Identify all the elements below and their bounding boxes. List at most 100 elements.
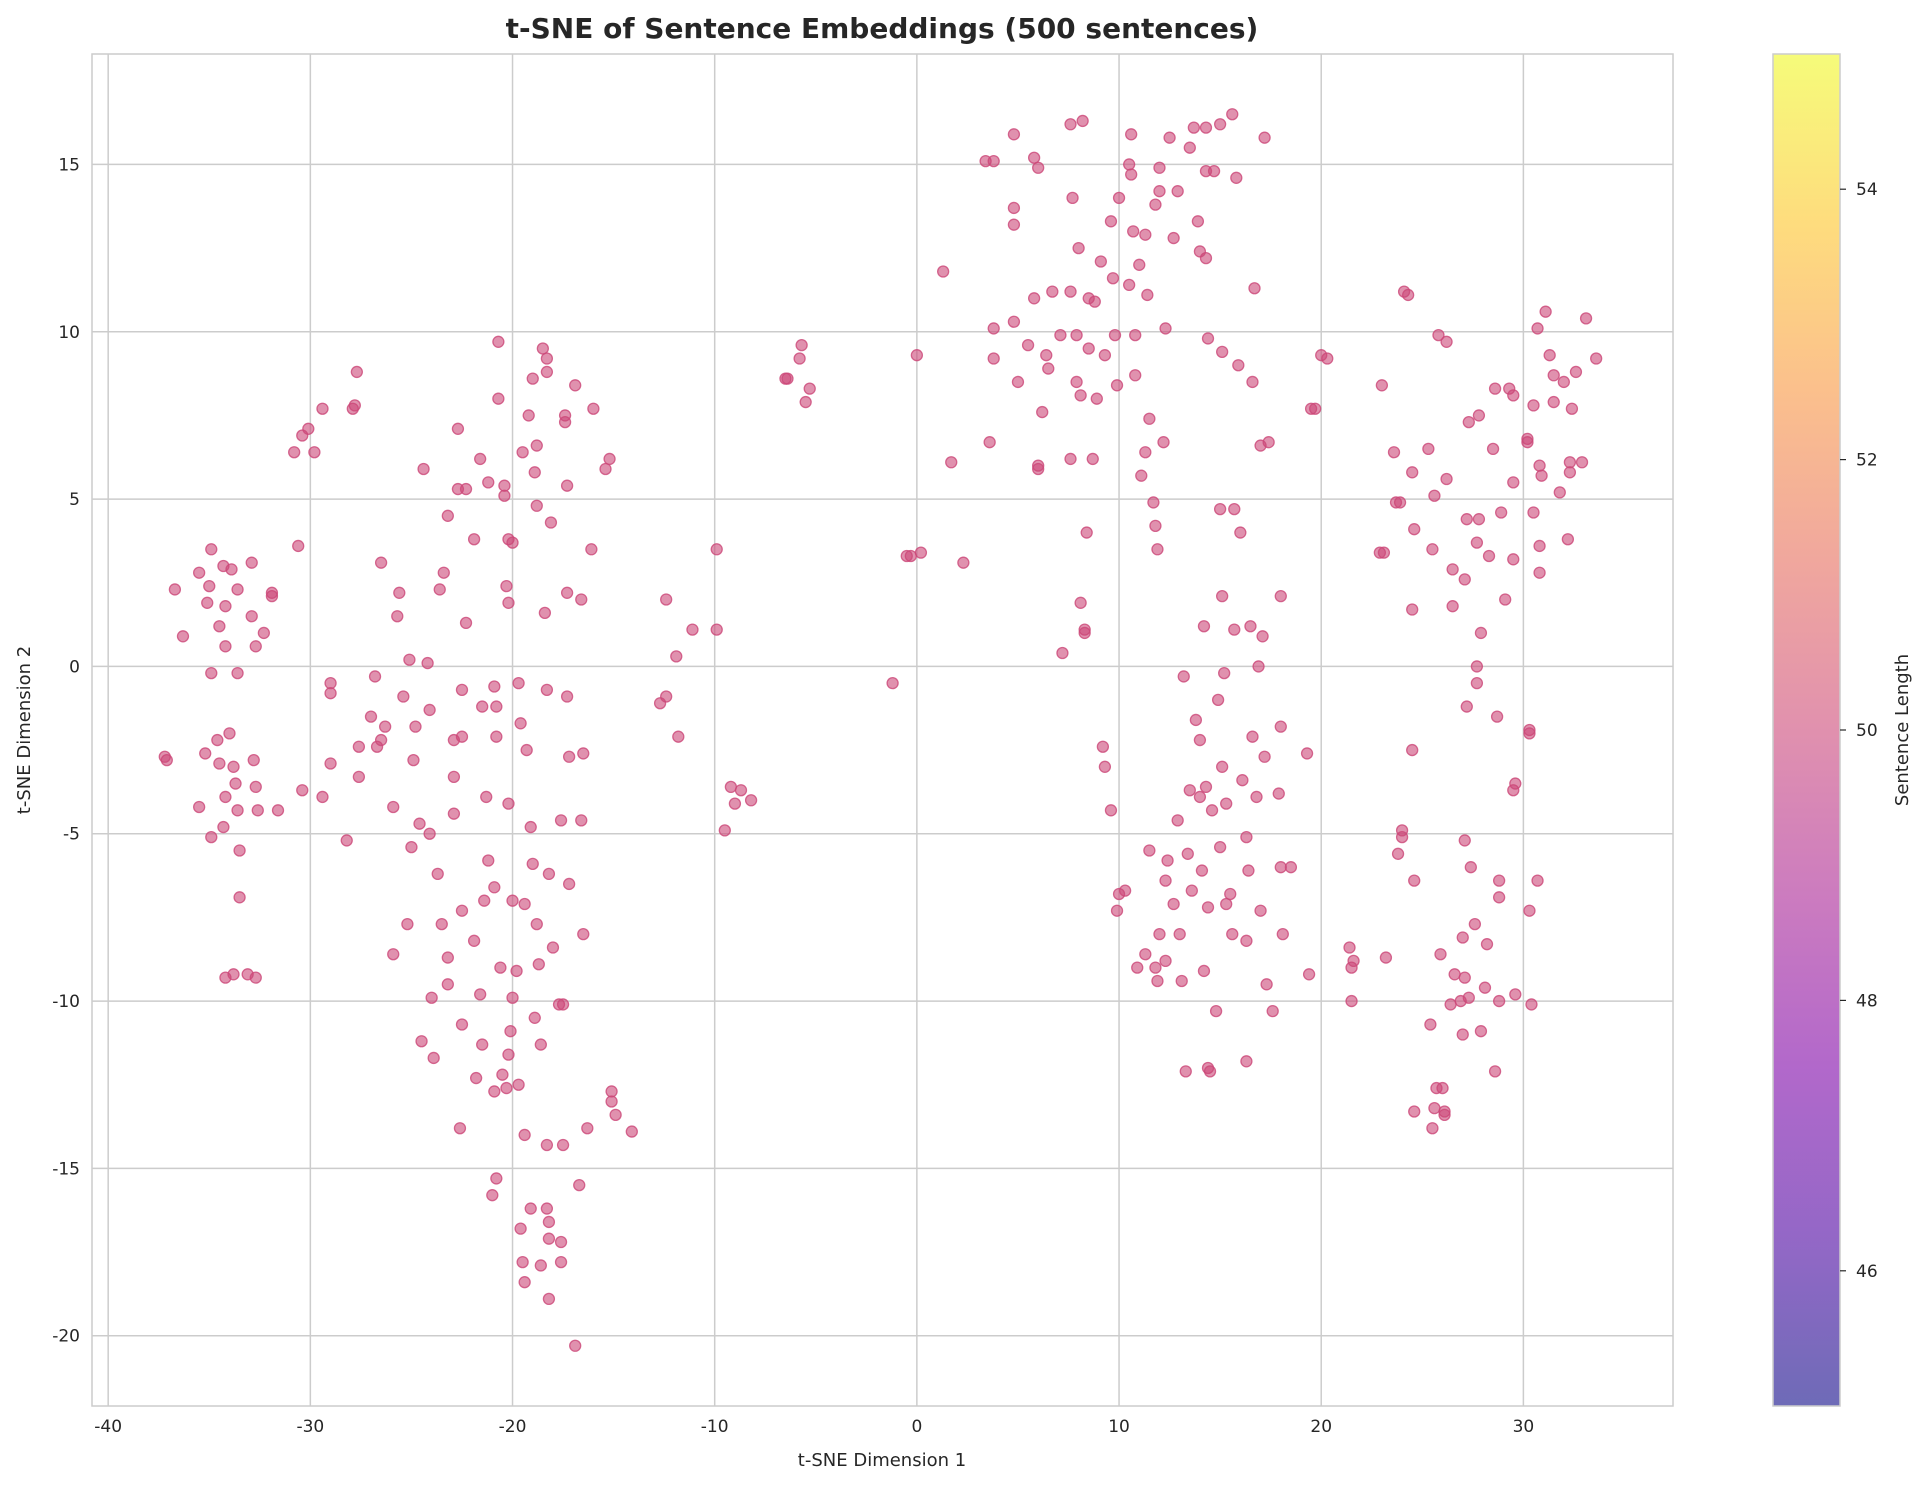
plot-area-frame [91,53,1674,1407]
scatter-point [1480,938,1494,951]
scatter-point [536,342,549,355]
scatter-point [1129,369,1142,382]
scatter-point [1262,436,1275,449]
scatter-point [803,382,816,395]
x-tick-label: 10 [1108,1417,1130,1437]
scatter-point [1159,954,1172,968]
scatter-point [1159,874,1172,887]
scatter-point [1046,285,1059,298]
scatter-point [324,687,337,700]
scatter-point [1258,131,1271,144]
scatter-point [605,1095,618,1108]
scatter-point [1220,797,1233,810]
scatter-point [227,760,240,773]
scatter-point [1521,436,1534,449]
scatter-point [522,409,535,422]
scatter-point [1240,934,1253,947]
scatter-point [423,827,436,840]
scatter-point [1070,375,1083,389]
scatter-point [1007,201,1021,215]
scatter-point [1232,359,1245,372]
chart-title: t-SNE of Sentence Embeddings (500 senten… [506,12,1259,45]
scatter-point [1021,338,1035,352]
scatter-point [490,1172,503,1185]
scatter-point [1027,292,1041,305]
scatter-point [227,968,240,981]
scatter-point [1201,901,1215,914]
scatter-point [469,1071,483,1085]
scatter-point [518,1276,531,1289]
scatter-point [203,579,216,593]
scatter-point [498,479,511,492]
scatter-point [1547,395,1560,409]
scatter-point [540,365,554,379]
scatter-point [528,1011,541,1024]
scatter-point [292,539,305,553]
scatter-point [247,753,260,767]
x-axis-label: t-SNE Dimension 1 [798,1450,966,1471]
scatter-point [391,610,404,623]
scatter-point [1098,760,1112,773]
scatter-point [379,720,392,733]
scatter-point [1488,1065,1502,1078]
scatter-point [1199,780,1213,794]
scatter-point [670,650,683,663]
scatter-point [205,830,218,844]
scatter-point [1064,118,1077,131]
scatter-point [467,533,481,546]
scatter-point [1143,412,1156,425]
scatter-point [937,265,950,278]
scatter-point [231,666,244,680]
scatter-point [433,583,446,596]
scatter-point [1207,164,1221,178]
colorbar-label: Sentence Length [1892,654,1913,806]
scatter-point [219,640,232,653]
scatter-point [482,854,495,867]
scatter-point [577,747,590,760]
scatter-point [560,586,574,599]
scatter-point [1569,365,1583,379]
scatter-point [1434,948,1447,961]
x-tick-label: -30 [296,1417,324,1437]
scatter-point [368,670,382,683]
scatter-point [1406,743,1419,757]
colorbar-tick-label: 52 [1856,451,1878,471]
scatter-point [718,824,731,837]
scatter-point [1470,536,1484,549]
scatter-point [530,917,543,931]
scatter-point [407,753,420,767]
scatter-point [1460,700,1473,713]
scatter-point [1228,623,1241,636]
scatter-point [516,1255,529,1269]
scatter-point [435,917,448,931]
scatter-point [781,372,794,385]
scatter-point [1104,804,1118,817]
scatter-point [1167,231,1180,245]
scatter-point [1458,971,1471,984]
scatter-point [795,338,808,352]
y-tick-label: 5 [69,490,80,510]
scatter-point [492,392,505,405]
scatter-point [1078,626,1091,640]
scatter-point [554,814,568,827]
scatter-point [1507,389,1520,402]
scatter-point [1486,442,1500,456]
scatter-point [302,422,315,435]
scatter-point [1153,927,1166,941]
scatter-point [672,730,685,743]
scatter-point [1203,1065,1217,1078]
scatter-point [1098,349,1112,362]
scatter-point [1147,496,1160,509]
scatter-point [945,456,958,469]
scatter-point [1525,998,1538,1011]
scatter-point [1220,897,1233,911]
scatter-point [1462,415,1475,429]
scatter-point [1456,1028,1469,1041]
scatter-point [1274,720,1287,733]
scatter-point [1131,961,1144,974]
scatter-point [1040,349,1053,362]
scatter-point [1173,927,1186,941]
scatter-point [504,1025,517,1038]
colorbar [1772,53,1841,1407]
scatter-point [486,1189,499,1202]
